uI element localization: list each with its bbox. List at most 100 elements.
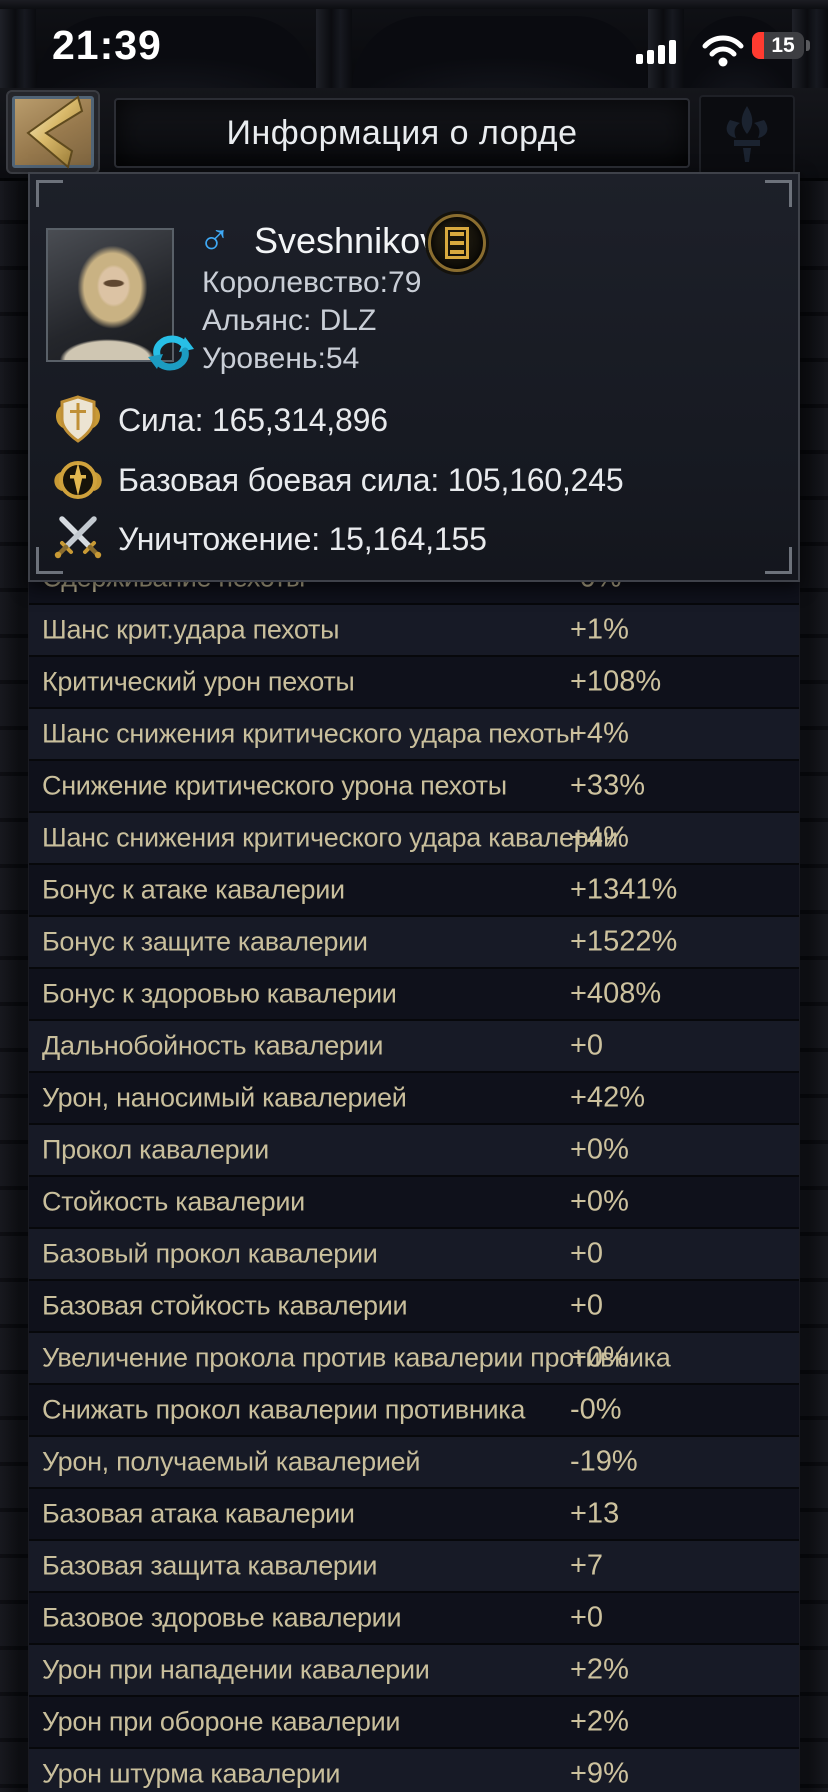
power-value: Сила: 165,314,896: [118, 401, 388, 438]
document-icon: [445, 227, 469, 259]
stat-label: Урон при обороне кавалерии: [42, 1706, 401, 1737]
stat-label: Базовая защита кавалерии: [42, 1550, 378, 1581]
stat-row: Базовая атака кавалерии +13: [28, 1489, 800, 1539]
stat-label: Дальнобойность кавалерии: [42, 1030, 384, 1061]
stat-label: Базовая атака кавалерии: [42, 1498, 355, 1529]
stat-label: Прокол кавалерии: [42, 1134, 269, 1165]
stat-value: -19%: [570, 1445, 638, 1478]
signal-bars-icon: [636, 40, 676, 64]
stat-value: +1522%: [570, 925, 678, 958]
stat-value: +0: [570, 1601, 604, 1634]
stat-value: +0: [570, 1289, 604, 1322]
stat-value: +0%: [570, 1185, 629, 1218]
battery-percent: 15: [771, 34, 795, 57]
stat-row: Урон при нападении кавалерии +2%: [28, 1645, 800, 1695]
pillar-decoration: [316, 0, 352, 88]
stat-label: Базовая стойкость кавалерии: [42, 1290, 408, 1321]
stat-label: Снижение критического урона пехоты: [42, 770, 507, 801]
stat-label: Урон, наносимый кавалерией: [42, 1082, 407, 1113]
header-bar: Информация о лорде: [0, 88, 828, 181]
card-corner-decoration: [36, 180, 63, 207]
kingdom-line: Королевство:79: [202, 266, 422, 299]
document-medal-badge[interactable]: [428, 214, 486, 272]
stat-value: +408%: [570, 977, 662, 1010]
right-pillar-decoration: [799, 178, 828, 1792]
arch-decoration: [352, 16, 648, 88]
stat-label: Бонус к атаке кавалерии: [42, 874, 345, 905]
stat-row: Шанс снижения критического удара кавалер…: [28, 813, 800, 863]
stat-row: Шанс крит.удара пехоты +1%: [28, 605, 800, 655]
stat-value: +4%: [570, 821, 629, 854]
stat-label: Стойкость кавалерии: [42, 1186, 305, 1217]
stat-row: Шанс снижения критического удара пехоты +…: [28, 709, 800, 759]
header-right-button[interactable]: [699, 95, 795, 175]
card-corner-decoration: [36, 547, 63, 574]
pillar-decoration: [0, 0, 36, 88]
stat-row: Снижать прокол кавалерии противника -0%: [28, 1385, 800, 1435]
battery-low-icon: 15: [752, 32, 804, 59]
stat-value: +0%: [570, 1341, 629, 1374]
alliance-line: Альянс: DLZ: [202, 304, 377, 337]
fleur-de-lis-icon: [726, 106, 768, 162]
card-corner-decoration: [765, 547, 792, 574]
base-power-value: Базовая боевая сила: 105,160,245: [118, 461, 624, 498]
winged-shield-icon: [52, 394, 104, 446]
wifi-icon: [700, 34, 746, 73]
stat-row: Урон, наносимый кавалерией +42%: [28, 1073, 800, 1123]
stat-row: Стойкость кавалерии +0%: [28, 1177, 800, 1227]
winged-emblem-icon: [52, 454, 104, 506]
power-stat: Сила: 165,314,896: [52, 394, 388, 446]
stat-value: +9%: [570, 1757, 629, 1790]
stat-label: Базовое здоровье кавалерии: [42, 1602, 402, 1633]
lord-profile-card: ♂ Sveshnikov Королевство:79 Альянс: DLZ …: [28, 172, 800, 582]
stat-label: Шанс снижения критического удара пехоты: [42, 718, 575, 749]
stat-label: Бонус к здоровью кавалерии: [42, 978, 397, 1009]
stat-value: +0: [570, 1029, 604, 1062]
top-frame: [0, 0, 828, 88]
stats-list[interactable]: Сдерживание пехоты-0% Шанс крит.удара пе…: [28, 553, 800, 1792]
stat-label: Увеличение прокола против кавалерии прот…: [42, 1342, 671, 1373]
stat-row: Урон, получаемый кавалерией -19%: [28, 1437, 800, 1487]
stat-label: Бонус к защите кавалерии: [42, 926, 368, 957]
swap-arrows-icon[interactable]: [148, 334, 194, 377]
stat-row: Бонус к здоровью кавалерии +408%: [28, 969, 800, 1019]
beam-decoration: [0, 0, 828, 9]
stat-row: Базовое здоровье кавалерии +0: [28, 1593, 800, 1643]
stat-label: Критический урон пехоты: [42, 666, 355, 697]
stat-row: Базовая стойкость кавалерии +0: [28, 1281, 800, 1331]
stat-row: Дальнобойность кавалерии +0: [28, 1021, 800, 1071]
level-line: Уровень:54: [202, 342, 360, 375]
stat-label: Урон штурма кавалерии: [42, 1758, 341, 1789]
status-bar: 21:39 15: [0, 0, 828, 88]
stat-label: Снижать прокол кавалерии противника: [42, 1394, 526, 1425]
lord-name: Sveshnikov: [254, 220, 439, 261]
stat-value: +33%: [570, 769, 645, 802]
stat-value: -0%: [570, 1393, 622, 1426]
stat-label: Урон, получаемый кавалерией: [42, 1446, 421, 1477]
stat-row: Бонус к атаке кавалерии +1341%: [28, 865, 800, 915]
stat-value: +2%: [570, 1653, 629, 1686]
arch-decoration: [36, 16, 316, 88]
destruction-value: Уничтожение: 15,164,155: [118, 520, 487, 557]
crossed-swords-icon: [52, 513, 104, 565]
stat-row: Увеличение прокола против кавалерии прот…: [28, 1333, 800, 1383]
stat-row: Базовая защита кавалерии +7: [28, 1541, 800, 1591]
clock: 21:39: [52, 22, 162, 68]
stat-row: Бонус к защите кавалерии +1522%: [28, 917, 800, 967]
stat-row: Снижение критического урона пехоты +33%: [28, 761, 800, 811]
avatar[interactable]: [46, 228, 174, 362]
stat-label: Шанс снижения критического удара кавалер…: [42, 822, 618, 853]
stat-row: Базовый прокол кавалерии +0: [28, 1229, 800, 1279]
stat-value: +0: [570, 1237, 604, 1270]
back-button[interactable]: [6, 90, 100, 174]
stat-row: Критический урон пехоты +108%: [28, 657, 800, 707]
stat-value: +1341%: [570, 873, 678, 906]
back-arrow-icon: [12, 95, 94, 169]
stat-label: Урон при нападении кавалерии: [42, 1654, 430, 1685]
stat-value: +0%: [570, 1133, 629, 1166]
stat-row: Урон штурма кавалерии +9%: [28, 1749, 800, 1792]
stat-value: +4%: [570, 717, 629, 750]
battery-nub: [806, 40, 810, 51]
stat-value: +42%: [570, 1081, 645, 1114]
